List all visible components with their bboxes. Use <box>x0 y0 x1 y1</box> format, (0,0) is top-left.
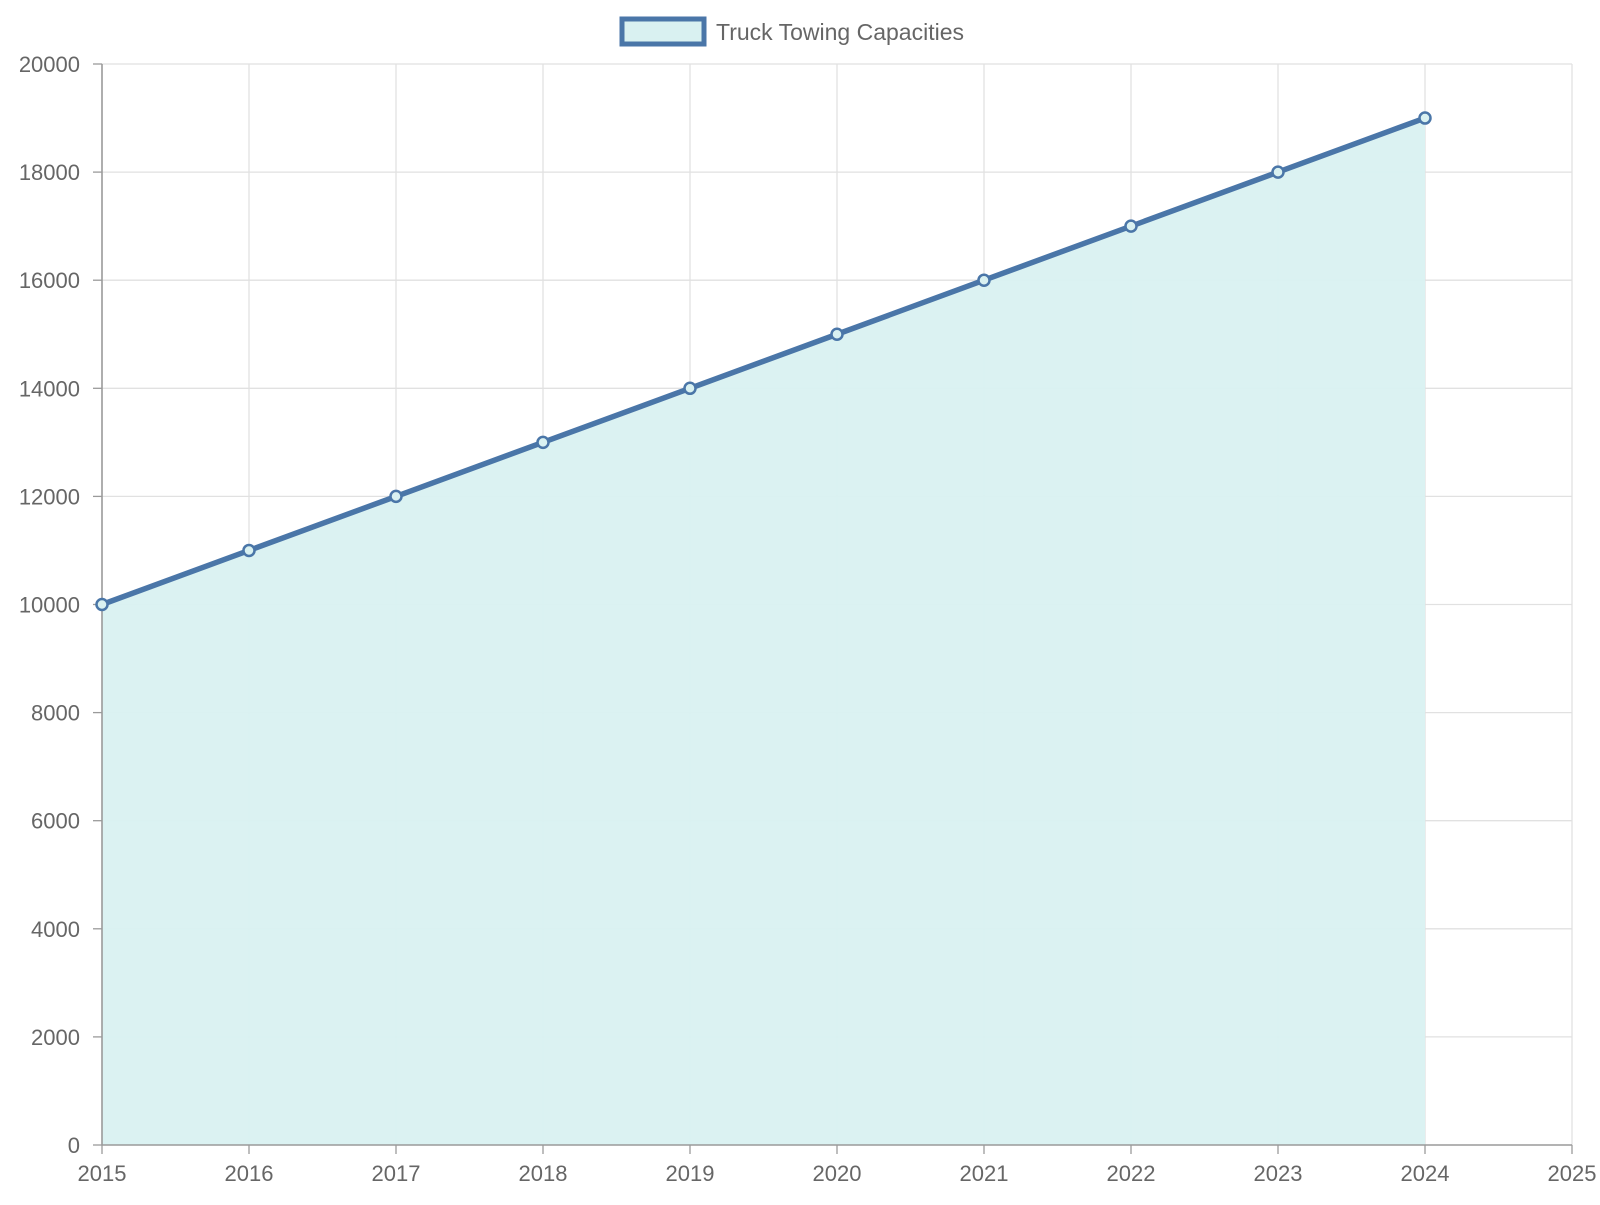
x-tick-label: 2024 <box>1401 1161 1450 1186</box>
data-point <box>977 273 991 287</box>
series-layer <box>95 111 1432 612</box>
y-tick-label: 10000 <box>19 593 80 618</box>
data-point <box>389 489 403 504</box>
x-tick-label: 2023 <box>1254 1161 1303 1186</box>
y-tick-label: 4000 <box>31 917 80 942</box>
x-tick-label: 2018 <box>519 1161 568 1186</box>
data-point <box>95 597 109 612</box>
data-point <box>242 543 256 558</box>
legend[interactable]: Truck Towing Capacities <box>619 16 964 47</box>
area-fill <box>102 118 1425 1145</box>
tick-labels: 0 2000 4000 6000 8000 10000 12000 14000 16000 180… <box>19 52 1597 1186</box>
x-tick-label: 2015 <box>78 1161 127 1186</box>
legend-label[interactable]: Truck Towing Capacities <box>716 19 964 45</box>
data-point <box>830 327 844 341</box>
series-line <box>99 115 1428 608</box>
x-tick-label: 2017 <box>372 1161 421 1186</box>
y-tick-label: 20000 <box>19 52 80 77</box>
y-tick-label: 8000 <box>31 701 80 726</box>
x-tick-label: 2016 <box>225 1161 274 1186</box>
y-tick-label: 12000 <box>19 484 80 509</box>
x-tick-label: 2022 <box>1107 1161 1156 1186</box>
y-tick-label: 2000 <box>31 1025 80 1050</box>
y-tick-label: 6000 <box>31 809 80 834</box>
x-tick-label: 2019 <box>666 1161 715 1186</box>
x-tick-label: 2025 <box>1548 1161 1597 1186</box>
data-point <box>1271 165 1285 179</box>
data-point <box>536 435 550 450</box>
y-tick-label: 16000 <box>19 268 80 293</box>
x-tick-label: 2020 <box>813 1161 862 1186</box>
data-point <box>1124 219 1138 233</box>
data-point <box>683 381 697 396</box>
y-tick-label: 14000 <box>19 376 80 401</box>
y-tick-label: 18000 <box>19 160 80 185</box>
x-tick-label: 2021 <box>960 1161 1009 1186</box>
y-tick-label: 0 <box>68 1133 80 1158</box>
area-fill-layer <box>102 118 1425 1145</box>
legend-swatch[interactable] <box>619 16 707 47</box>
data-point <box>1418 111 1432 125</box>
